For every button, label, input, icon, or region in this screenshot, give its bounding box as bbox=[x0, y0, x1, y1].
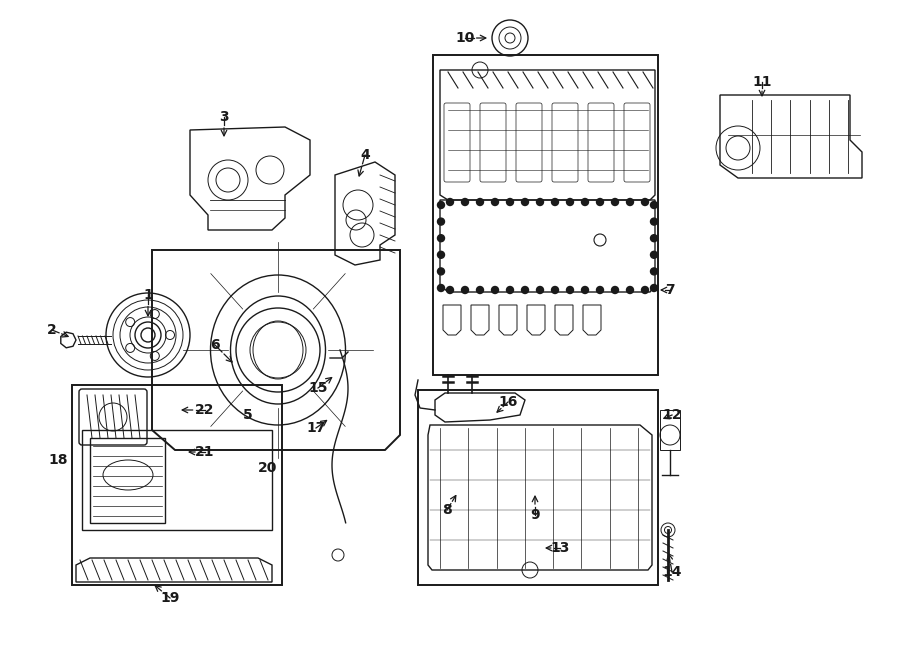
Circle shape bbox=[651, 218, 658, 225]
Circle shape bbox=[437, 202, 445, 208]
Bar bbox=[72, 385, 282, 585]
Text: 17: 17 bbox=[306, 421, 326, 435]
Circle shape bbox=[521, 286, 528, 293]
Circle shape bbox=[437, 268, 445, 275]
Text: 15: 15 bbox=[308, 381, 328, 395]
Circle shape bbox=[507, 198, 514, 206]
Text: 22: 22 bbox=[195, 403, 215, 417]
Circle shape bbox=[651, 284, 658, 292]
Text: 20: 20 bbox=[258, 461, 278, 475]
Circle shape bbox=[626, 198, 634, 206]
Circle shape bbox=[476, 198, 483, 206]
Text: 5: 5 bbox=[243, 408, 253, 422]
Circle shape bbox=[552, 198, 559, 206]
Circle shape bbox=[521, 198, 528, 206]
Text: 2: 2 bbox=[47, 323, 57, 337]
Circle shape bbox=[462, 198, 469, 206]
Circle shape bbox=[651, 251, 658, 258]
Circle shape bbox=[651, 202, 658, 208]
Circle shape bbox=[437, 251, 445, 258]
Text: 1: 1 bbox=[143, 288, 153, 302]
Text: 7: 7 bbox=[665, 283, 675, 297]
Bar bbox=[90, 438, 165, 523]
Circle shape bbox=[507, 286, 514, 293]
Circle shape bbox=[437, 218, 445, 225]
Circle shape bbox=[626, 286, 634, 293]
Circle shape bbox=[491, 286, 499, 293]
Circle shape bbox=[566, 286, 573, 293]
Circle shape bbox=[462, 286, 469, 293]
Text: 11: 11 bbox=[752, 75, 772, 89]
Circle shape bbox=[446, 286, 454, 293]
Circle shape bbox=[581, 198, 589, 206]
Text: 19: 19 bbox=[160, 591, 180, 605]
Bar bbox=[418, 390, 658, 585]
Circle shape bbox=[536, 198, 544, 206]
Circle shape bbox=[552, 286, 559, 293]
Circle shape bbox=[611, 286, 618, 293]
Text: 3: 3 bbox=[220, 110, 229, 124]
Text: 14: 14 bbox=[662, 565, 682, 579]
Circle shape bbox=[581, 286, 589, 293]
Circle shape bbox=[536, 286, 544, 293]
Circle shape bbox=[651, 268, 658, 275]
Circle shape bbox=[476, 286, 483, 293]
Circle shape bbox=[642, 286, 649, 293]
Circle shape bbox=[566, 198, 573, 206]
Circle shape bbox=[651, 235, 658, 242]
Bar bbox=[433, 55, 658, 375]
Circle shape bbox=[597, 286, 604, 293]
Text: 21: 21 bbox=[195, 445, 215, 459]
Bar bbox=[660, 410, 680, 450]
Text: 10: 10 bbox=[455, 31, 474, 45]
Text: 13: 13 bbox=[550, 541, 570, 555]
Text: 4: 4 bbox=[360, 148, 370, 162]
Bar bbox=[82, 430, 272, 530]
Circle shape bbox=[437, 284, 445, 292]
Circle shape bbox=[642, 198, 649, 206]
Text: 16: 16 bbox=[499, 395, 517, 409]
Text: 9: 9 bbox=[530, 508, 540, 522]
Text: 8: 8 bbox=[442, 503, 452, 517]
Text: 12: 12 bbox=[662, 408, 682, 422]
Circle shape bbox=[437, 235, 445, 242]
Circle shape bbox=[446, 198, 454, 206]
Text: 18: 18 bbox=[49, 453, 68, 467]
Circle shape bbox=[597, 198, 604, 206]
Text: 6: 6 bbox=[211, 338, 220, 352]
Circle shape bbox=[491, 198, 499, 206]
Circle shape bbox=[611, 198, 618, 206]
